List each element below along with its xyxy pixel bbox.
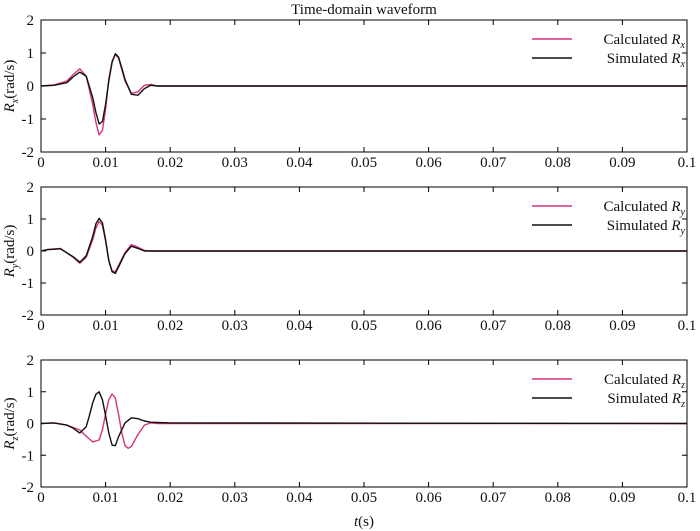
legend-entry-prefix: Simulated [607,391,672,407]
x-tick-label: 0.09 [609,490,635,506]
x-tick-label: 0.01 [92,155,118,171]
y-tick-label: 2 [27,353,35,369]
legend-entry-sub: y [680,207,686,218]
y-axis-label: Rz(rad/s) [2,397,21,450]
y-axis-label-sub: x [10,98,21,104]
legend-entry-sub: x [680,59,686,70]
x-tick-label: 0.1 [678,490,697,506]
y-tick-label: -2 [22,308,35,324]
x-tick-label: 0.1 [678,318,697,334]
x-tick-label: 0.04 [286,490,313,506]
y-tick-label: -1 [22,276,35,292]
panel-2: 0 0.01 0.02 0.03 0.04 0.05 0.06 0.07 0.08 0.09 0.1… [2,180,696,334]
y-tick-label: 1 [27,385,35,401]
legend-entry: Simulated Rz [607,391,685,410]
x-axis-title-var: t [354,514,359,530]
y-axis-label-unit: (rad/s) [2,397,18,436]
y-axis-label-var: R [2,440,18,450]
x-tick-label: 0 [37,318,45,334]
y-tick-label: 0 [27,244,35,260]
series-line-calculated [40,220,687,273]
x-tick-label: 0.08 [545,155,571,171]
y-axis-label: Rx(rad/s) [2,60,21,114]
legend-entry-sub: y [680,226,686,237]
y-tick-label: 0 [27,79,35,95]
series-line-calculated [40,393,687,449]
legend-entry-prefix: Simulated [607,218,672,234]
legend-entry-var: R [670,199,680,215]
legend-entry-prefix: Calculated [603,199,671,215]
x-tick-label: 0.02 [157,318,183,334]
legend-entry: Simulated Ry [607,218,686,237]
series-line-simulated [40,391,688,447]
panel-1: 0 0.01 0.02 0.03 0.04 0.05 0.06 0.07 0.08 0.09 0.1… [2,13,696,171]
x-tick-label: 0.01 [92,318,118,334]
x-tick-label: 0.02 [157,490,183,506]
x-tick-label: 0.07 [480,490,507,506]
x-tick-label: 0.05 [351,318,377,334]
legend-entry-prefix: Calculated [603,32,671,48]
legend-entry: Simulated Rx [607,51,686,70]
legend-entry-prefix: Calculated [604,372,672,388]
x-tick-label: 0.07 [480,155,507,171]
x-tick-label: 0.1 [678,155,697,171]
y-axis-label-unit: (rad/s) [2,60,18,99]
y-tick-label: 1 [27,212,35,228]
series-line-simulated [40,53,687,125]
y-tick-label: 0 [27,417,35,433]
x-tick-label: 0.07 [480,318,507,334]
x-tick-label: 0.05 [351,490,377,506]
figure-title: Time-domain waveform [291,2,437,18]
x-tick-label: 0.09 [609,318,635,334]
y-axis-label: Ry(rad/s) [2,225,21,279]
legend-entry-var: R [670,32,680,48]
x-tick-label: 0.03 [222,490,248,506]
y-axis-label-unit: (rad/s) [2,225,18,264]
x-tick-label: 0.03 [222,318,248,334]
legend-entry-sub: z [680,399,685,410]
y-axis-label-sub: z [10,436,21,441]
x-tick-label: 0.06 [415,318,442,334]
panels: 0 0.01 0.02 0.03 0.04 0.05 0.06 0.07 0.08 0.09 0.1… [2,13,696,506]
y-tick-label: 2 [27,180,35,196]
legend-entry: Calculated Rx [603,32,685,51]
x-tick-label: 0.04 [286,318,313,334]
x-tick-label: 0.05 [351,155,377,171]
legend-entry: Calculated Rz [604,372,685,391]
legend-entry: Calculated Ry [603,199,685,218]
y-tick-label: -2 [22,145,35,161]
y-axis-label-sub: y [10,263,21,269]
x-tick-label: 0.04 [286,155,313,171]
x-axis-title-unit: (s) [358,514,374,530]
y-axis-label-var: R [2,268,18,278]
x-tick-label: 0 [37,155,45,171]
x-axis-title: t(s) [354,514,374,530]
x-tick-label: 0.09 [609,155,635,171]
legend-entry-var: R [670,51,680,67]
x-tick-label: 0.02 [157,155,183,171]
x-tick-label: 0.06 [415,155,442,171]
y-tick-label: 1 [27,46,35,62]
y-axis-label-var: R [2,103,18,113]
panel-3: 0 0.01 0.02 0.03 0.04 0.05 0.06 0.07 0.08 0.09 0.1… [2,353,696,506]
legend-entry-prefix: Simulated [607,51,672,67]
legend-entry-sub: x [680,40,686,51]
legend-entry-var: R [671,372,681,388]
y-tick-label: -1 [22,112,35,128]
series-line-simulated [40,217,687,275]
y-tick-label: -1 [22,448,35,464]
x-tick-label: 0.03 [222,155,248,171]
x-tick-label: 0.06 [415,490,442,506]
x-tick-label: 0 [37,490,45,506]
legend-entry-sub: z [680,380,685,391]
y-tick-label: 2 [27,13,35,29]
x-tick-label: 0.08 [545,318,571,334]
legend-entry-var: R [671,391,681,407]
x-tick-label: 0.01 [92,490,118,506]
legend-entry-var: R [670,218,680,234]
y-tick-label: -2 [22,480,35,496]
x-tick-label: 0.08 [545,490,571,506]
